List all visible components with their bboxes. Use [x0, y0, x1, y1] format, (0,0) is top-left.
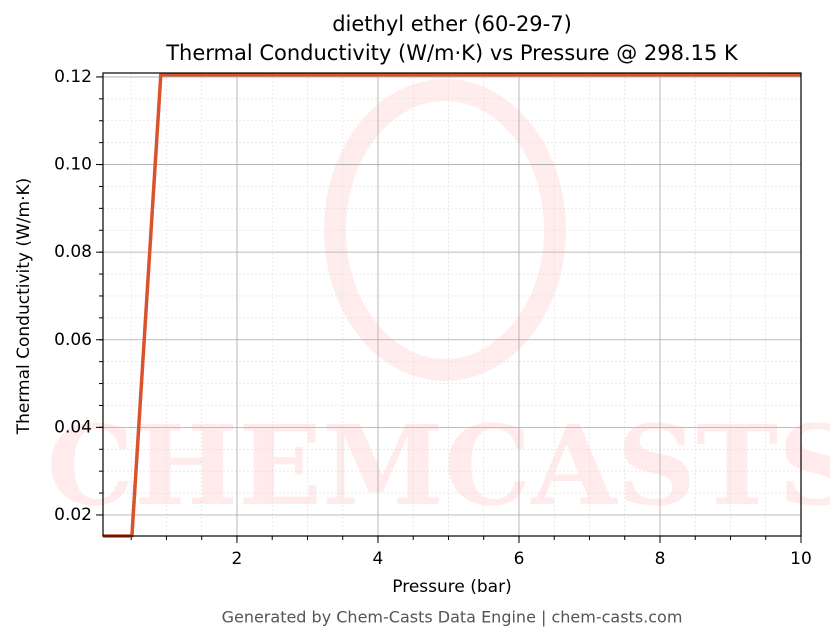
- x-tick-label: 10: [790, 549, 812, 569]
- chart-title: diethyl ether (60-29-7): [332, 12, 572, 36]
- watermark: CHEMCASTS: [47, 401, 830, 530]
- footer: Generated by Chem-Casts Data Engine | ch…: [222, 608, 683, 627]
- y-axis-label: Thermal Conductivity (W/m·K): [14, 178, 34, 436]
- y-tick-label: 0.10: [54, 155, 92, 175]
- x-tick-label: 2: [232, 549, 243, 569]
- y-tick-label: 0.08: [54, 242, 92, 262]
- y-tick-label: 0.02: [54, 505, 92, 525]
- x-axis-label: Pressure (bar): [392, 577, 511, 597]
- x-tick-label: 4: [373, 549, 384, 569]
- y-tick-label: 0.06: [54, 330, 92, 350]
- y-tick-label: 0.12: [54, 67, 92, 87]
- y-tick-label: 0.04: [54, 417, 92, 437]
- x-tick-label: 8: [655, 549, 666, 569]
- x-tick-label: 6: [514, 549, 525, 569]
- plot-frame: [102, 72, 802, 537]
- chart-subtitle: Thermal Conductivity (W/m·K) vs Pressure…: [165, 41, 739, 65]
